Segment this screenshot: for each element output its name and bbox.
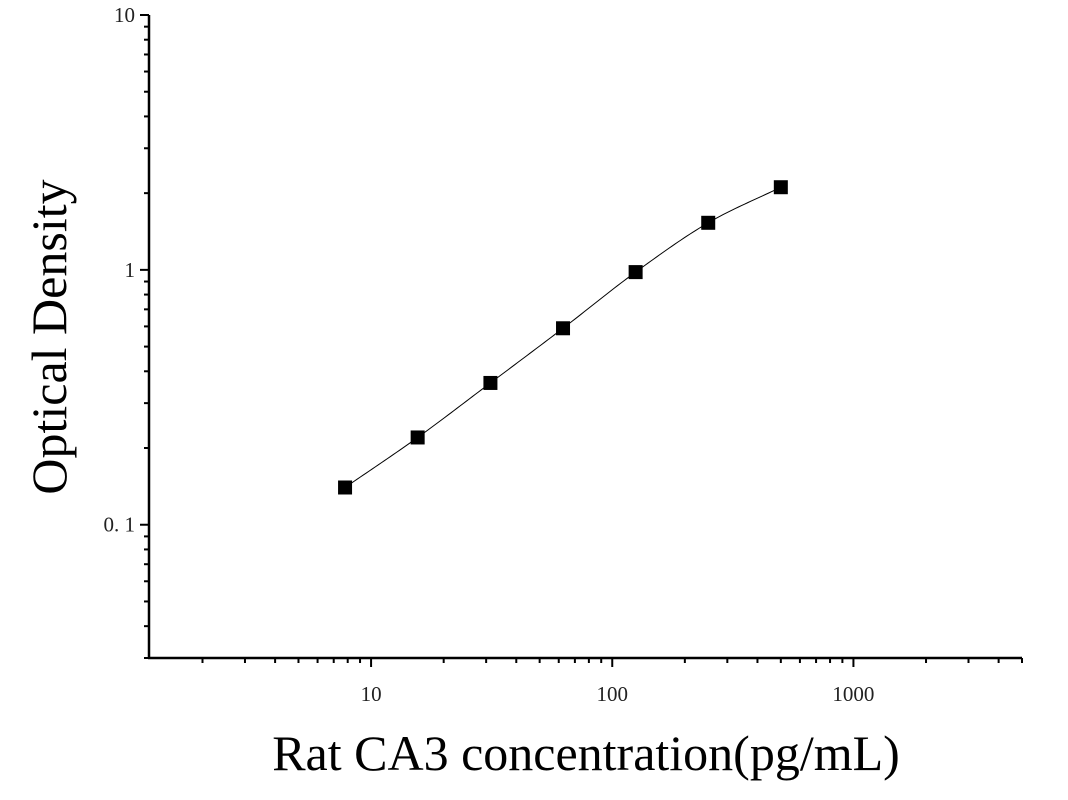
data-point xyxy=(701,215,716,230)
data-point xyxy=(410,430,425,445)
data-point xyxy=(773,180,788,195)
axes xyxy=(147,15,1022,660)
data-points xyxy=(338,180,788,495)
tick-labels: 10 100 1000 0. 1 1 10 xyxy=(104,3,875,706)
x-tick-label: 1000 xyxy=(832,682,874,706)
x-axis-title: Rat CA3 concentration(pg/mL) xyxy=(272,725,900,781)
y-tick-label: 0. 1 xyxy=(104,513,136,537)
data-point xyxy=(338,480,353,495)
y-tick-label: 1 xyxy=(125,258,136,282)
x-tick-label: 100 xyxy=(597,682,629,706)
data-point xyxy=(556,321,571,336)
y-axis-title: Optical Density xyxy=(21,179,77,494)
fit-curve-layer xyxy=(344,186,782,488)
y-tick-label: 10 xyxy=(114,3,135,27)
axis-ticks xyxy=(140,14,1023,667)
data-point xyxy=(483,375,498,390)
x-tick-label: 10 xyxy=(361,682,382,706)
fit-curve xyxy=(344,186,782,488)
data-point xyxy=(628,265,643,280)
